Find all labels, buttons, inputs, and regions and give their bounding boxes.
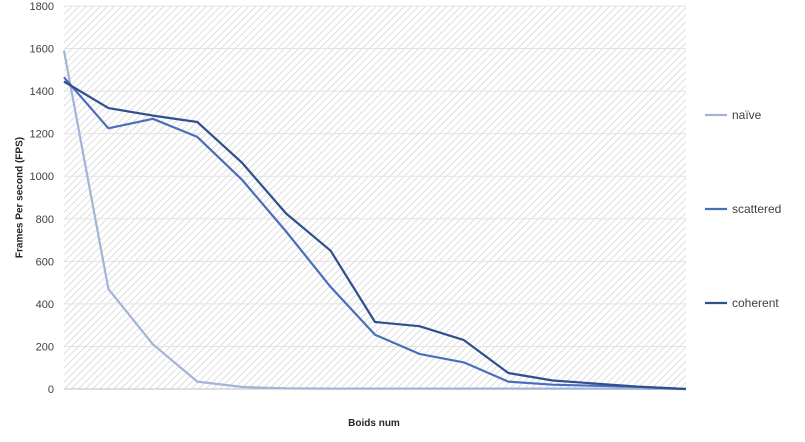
plot-area	[64, 6, 686, 389]
gridlines	[64, 5, 686, 347]
y-tick-label: 1400	[30, 86, 54, 98]
y-tick-label: 200	[36, 341, 54, 353]
y-tick-label: 800	[36, 214, 54, 226]
y-tick-label: 1800	[30, 1, 54, 13]
series-line-naïve	[62, 50, 687, 391]
legend-label-coherent: coherent	[732, 296, 779, 310]
y-tick-label: 1000	[30, 171, 54, 183]
y-tick-label: 400	[36, 299, 54, 311]
y-tick-label: 1600	[30, 44, 54, 56]
series-line-scattered	[63, 76, 687, 391]
y-tick-label: 0	[48, 384, 54, 396]
y-axis-title: Frames Per second (FPS)	[15, 137, 26, 258]
series-lines	[62, 50, 687, 391]
x-axis-title: Boids num	[348, 418, 400, 429]
legend: naïve scattered coherent	[705, 108, 781, 310]
y-tick-label: 600	[36, 256, 54, 268]
y-tick-label: 1200	[30, 129, 54, 141]
legend-label-scattered: scattered	[732, 202, 781, 216]
legend-label-naïve: naïve	[732, 108, 762, 122]
series-line-coherent	[63, 80, 687, 391]
y-axis-ticks: 0 200 400 600 800 1000 1200 1400 1600 1800	[30, 1, 54, 396]
